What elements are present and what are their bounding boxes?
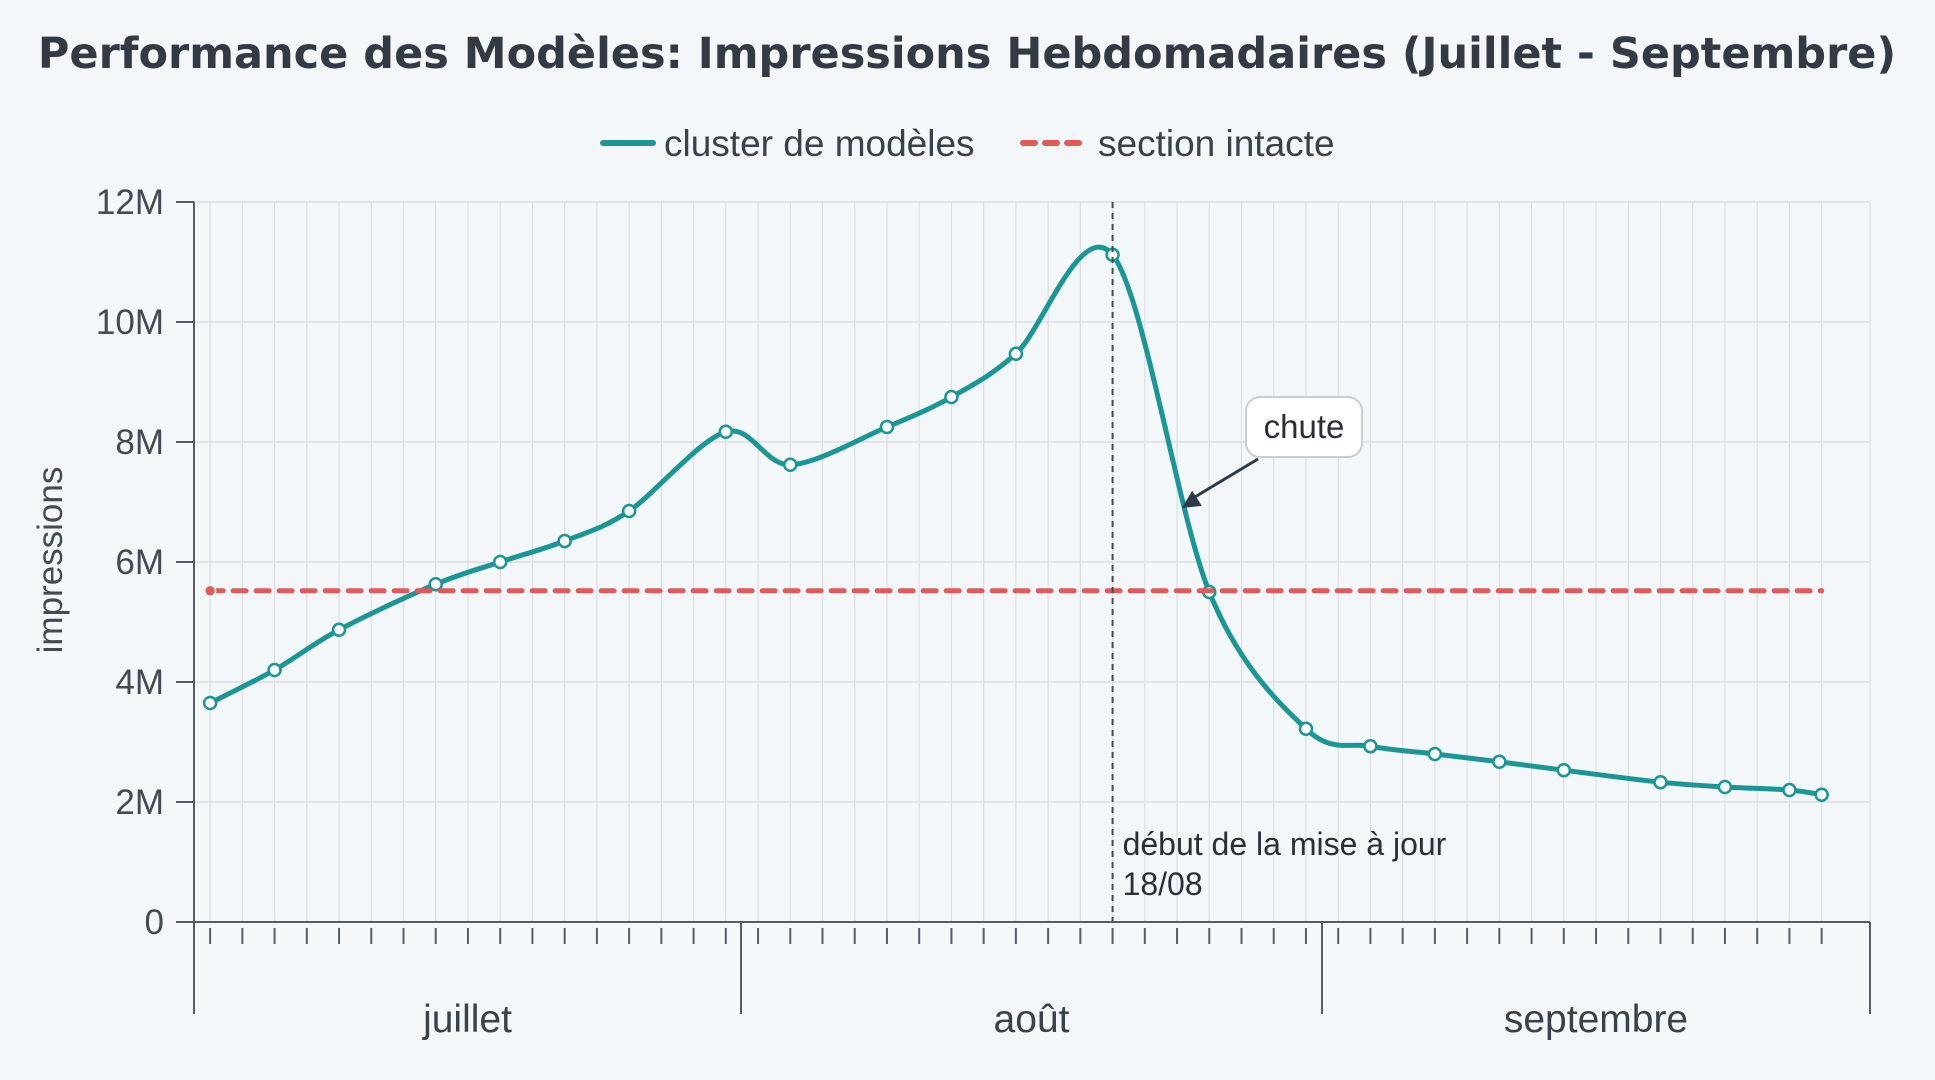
data-point-cluster [428, 576, 443, 592]
data-point-cluster [1298, 721, 1314, 737]
legend: cluster de modèles section intacte [600, 123, 1335, 164]
data-point-cluster [1008, 346, 1024, 362]
month-label: septembre [1504, 998, 1688, 1041]
data-point-cluster [331, 622, 347, 638]
data-point-cluster [879, 419, 895, 435]
legend-label-cluster: cluster de modèles [664, 123, 975, 164]
callout-text: chute [1264, 408, 1345, 445]
y-tick-label: 4M [115, 663, 164, 702]
data-point-cluster [783, 457, 798, 473]
data-point-cluster [1427, 746, 1443, 762]
data-point-section [203, 584, 217, 598]
data-point-cluster [1717, 779, 1733, 795]
y-tick-label: 2M [115, 783, 164, 822]
legend-label-section: section intacte [1098, 123, 1335, 164]
update-marker-label: début de la mise à jour [1123, 826, 1447, 862]
annotations: début de la mise à jour 18/08 chute [1111, 202, 1447, 922]
callout-arrow-head [1181, 490, 1202, 508]
update-marker-date: 18/08 [1123, 866, 1203, 902]
data-point-cluster [1782, 782, 1797, 798]
y-tick-label: 10M [96, 303, 164, 342]
data-point-cluster [267, 662, 282, 678]
y-tick-label: 6M [115, 543, 164, 582]
data-point-cluster [1363, 738, 1378, 754]
data-point-cluster [202, 695, 218, 711]
y-tick-label: 12M [96, 183, 164, 222]
data-point-cluster [1814, 787, 1829, 803]
data-point-cluster [1492, 754, 1507, 770]
y-tick-label: 8M [115, 423, 164, 462]
data-point-cluster [944, 389, 959, 405]
month-label: juillet [422, 998, 512, 1041]
month-label: août [994, 998, 1070, 1041]
data-point-cluster [492, 554, 508, 570]
axes: 0 2M 4M 6M 8M 10M 12M juillet août septembre [96, 183, 1871, 1041]
data-point-cluster [557, 533, 572, 549]
data-point-cluster [718, 424, 734, 440]
series [202, 244, 1829, 803]
grid [194, 201, 1871, 923]
chart-title: Performance des Modèles: Impressions Heb… [38, 29, 1896, 79]
callout-arrow-line [1189, 457, 1259, 502]
callout-box [1245, 396, 1363, 458]
data-point-cluster [1556, 762, 1572, 778]
y-tick-label: 0 [145, 903, 164, 942]
data-point-cluster [621, 503, 637, 519]
y-axis-title: impressions [31, 467, 70, 654]
data-point-cluster [1653, 774, 1668, 790]
